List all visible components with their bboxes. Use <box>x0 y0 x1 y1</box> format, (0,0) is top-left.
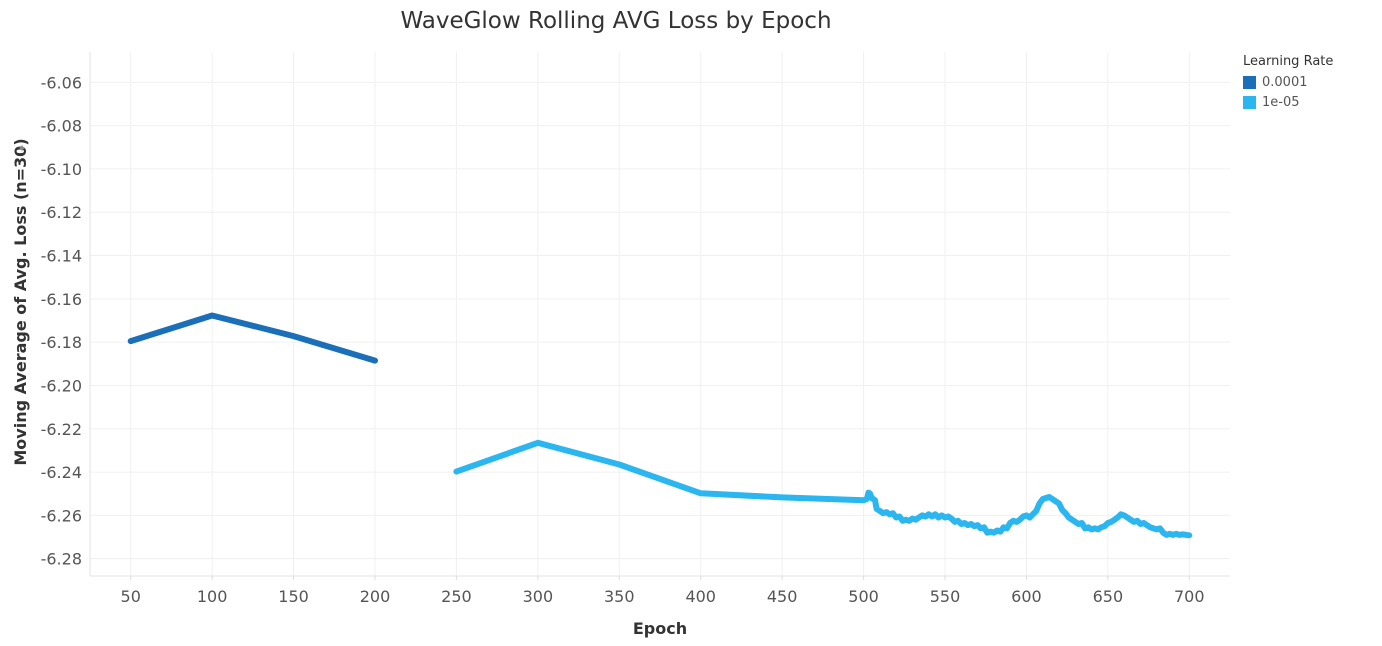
x-tick-label: 600 <box>1011 587 1042 606</box>
series-line-1[interactable] <box>453 439 1193 539</box>
x-axis-label: Epoch <box>633 619 687 638</box>
y-tick-label: -6.28 <box>41 550 82 569</box>
legend-swatch <box>1243 75 1256 89</box>
chart-title: WaveGlow Rolling AVG Loss by Epoch <box>400 8 832 34</box>
legend-item[interactable]: 1e-05 <box>1243 92 1333 112</box>
y-tick-label: -6.10 <box>41 160 82 179</box>
x-tick-label: 200 <box>360 587 391 606</box>
x-tick-label: 300 <box>523 587 554 606</box>
x-tick-label: 450 <box>767 587 798 606</box>
x-tick-label: 700 <box>1174 587 1205 606</box>
x-tick-label: 50 <box>121 587 141 606</box>
x-tick-label: 100 <box>197 587 228 606</box>
y-tick-label: -6.06 <box>41 73 82 92</box>
y-tick-label: -6.20 <box>41 376 82 395</box>
x-tick-label: 400 <box>685 587 716 606</box>
series-lines <box>127 312 1193 539</box>
series-line-0[interactable] <box>127 312 378 364</box>
grid-lines <box>90 52 1230 576</box>
line-chart: -6.28 -6.26 -6.24 -6.22 -6.20 -6.18 -6.16 -6.14… <box>11 52 1230 638</box>
x-tick-label: 500 <box>848 587 879 606</box>
y-tick-label: -6.18 <box>41 333 82 352</box>
pin-icon: ✦ <box>16 143 29 152</box>
legend-label: 0.0001 <box>1262 74 1308 90</box>
legend-items: 0.0001 1e-05 <box>1243 72 1333 112</box>
y-tick-label: -6.08 <box>41 117 82 136</box>
y-tick-label: -6.22 <box>41 420 82 439</box>
y-axis-label: Moving Average of Avg. Loss (n=30) <box>11 138 30 465</box>
y-tick-label: -6.16 <box>41 290 82 309</box>
x-tick-label: 650 <box>1093 587 1124 606</box>
legend-label: 1e-05 <box>1262 94 1300 110</box>
legend-title: Learning Rate <box>1243 54 1334 69</box>
x-tick-label: 250 <box>441 587 472 606</box>
legend: Learning Rate 0.0001 1e-05 <box>1243 54 1333 112</box>
y-tick-label: -6.12 <box>41 203 82 222</box>
legend-swatch <box>1243 95 1256 109</box>
axes: -6.28 -6.26 -6.24 -6.22 -6.20 -6.18 -6.16 -6.14… <box>41 52 1230 606</box>
y-tick-label: -6.14 <box>41 247 82 266</box>
x-tick-label: 350 <box>604 587 635 606</box>
y-tick-label: -6.26 <box>41 506 82 525</box>
x-tick-label: 550 <box>930 587 961 606</box>
legend-item[interactable]: 0.0001 <box>1243 72 1333 92</box>
y-tick-label: -6.24 <box>41 463 82 482</box>
x-tick-label: 150 <box>278 587 309 606</box>
